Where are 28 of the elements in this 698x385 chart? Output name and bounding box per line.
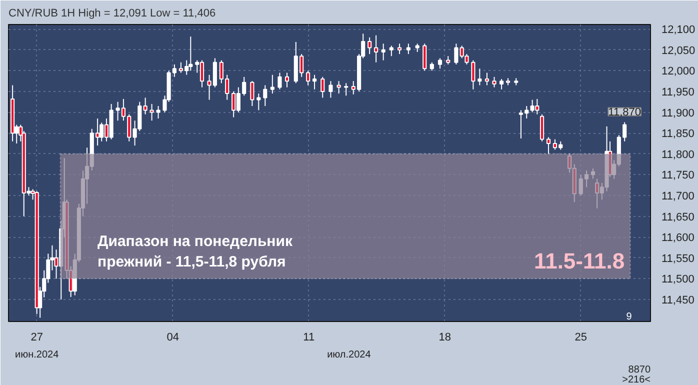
- chart-title: CNY/RUB 1H High = 12,091 Low = 11,406: [8, 8, 216, 20]
- text: июн.2024: [15, 350, 60, 360]
- y-tick-label: 11,650: [662, 211, 694, 224]
- y-tick-label: 11,700: [662, 190, 694, 202]
- x-tick-label: 27: [30, 332, 43, 344]
- annotation: Диапазон на понедельник прежний - 11,5-11,8 рубля: [98, 232, 293, 270]
- y-tick-label: 11,900: [662, 107, 694, 120]
- y-tick-label: 11,750: [662, 170, 694, 182]
- x-tick-label: 04: [166, 332, 179, 344]
- y-tick-label: 11,600: [662, 232, 694, 244]
- y-tick-label: 11,550: [662, 252, 694, 265]
- x-tick-label: 11: [303, 332, 315, 344]
- x-tick-label: 18: [438, 332, 451, 344]
- y-tick-label: 12,100: [662, 24, 696, 36]
- band-label: 11.5-11.8: [534, 248, 625, 274]
- text: июл.2024: [327, 350, 372, 360]
- y-tick-label: 12,050: [662, 44, 696, 57]
- text: 8870: [628, 364, 651, 376]
- y-tick-label: 11,450: [662, 294, 694, 306]
- annotation: 11,870: [608, 106, 642, 119]
- y-tick-label: 11,950: [662, 86, 694, 98]
- annotation: 9: [626, 312, 632, 322]
- y-tick-label: 11,800: [662, 148, 694, 161]
- x-tick-label: 25: [574, 332, 588, 344]
- y-tick-label: 11,500: [662, 274, 694, 286]
- y-tick-label: 11,850: [662, 128, 694, 140]
- y-tick-label: 12,000: [662, 66, 696, 78]
- text: >216<: [622, 374, 651, 385]
